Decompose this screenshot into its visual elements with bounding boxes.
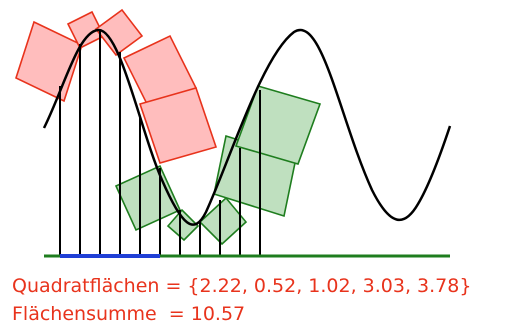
vertical-sticks xyxy=(59,30,261,256)
green-square-3 xyxy=(198,196,248,246)
red-square-1 xyxy=(15,20,83,103)
red-square-3 xyxy=(94,8,144,57)
green-square-2 xyxy=(166,208,200,242)
red-squares xyxy=(15,8,218,164)
green-squares xyxy=(114,85,322,246)
sine-curve xyxy=(42,28,452,226)
square-areas-caption: Quadratflächen = {2.22, 0.52, 1.02, 3.03… xyxy=(12,275,472,297)
red-square-5 xyxy=(138,87,218,164)
area-sum-caption: Flächensumme = 10.57 xyxy=(12,303,246,325)
green-square-5 xyxy=(234,85,322,165)
